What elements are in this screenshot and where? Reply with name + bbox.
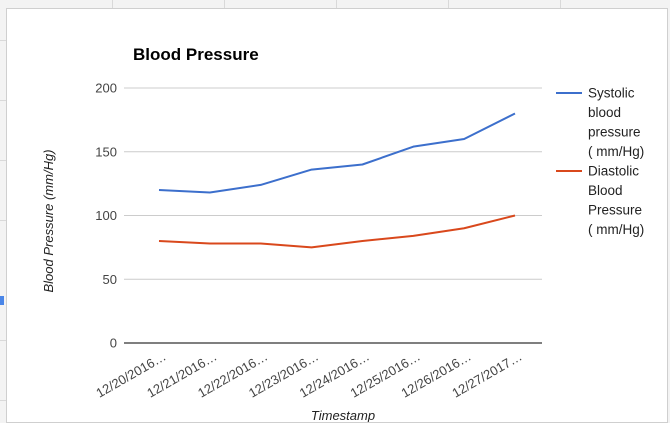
data-point[interactable] [259,242,263,246]
data-point[interactable] [310,245,314,249]
data-point[interactable] [157,239,161,243]
y-tick-label: 200 [95,81,117,96]
sheet-column-divider [336,0,337,8]
sheet-row-divider [0,100,6,101]
sheet-column-divider [560,0,561,8]
line-chart: Blood Pressure 0 50 100 150 200 12/20/2016…1… [41,45,644,422]
data-point[interactable] [462,137,466,141]
legend: Systolic blood pressure( mm/Hg)Diastolic Bl… [556,86,644,238]
data-point[interactable] [157,188,161,192]
sheet-column-divider [448,0,449,8]
legend-entry-0: Systolic blood pressure( mm/Hg) [588,86,644,160]
series-line-0[interactable] [158,112,516,194]
y-tick-label: 50 [103,272,117,287]
sheet-row-divider [0,160,6,161]
sheet-row-divider [0,340,6,341]
legend-entry-1: Diastolic Blood Pressure( mm/Hg) [588,164,644,238]
gridlines [124,87,542,344]
data-point[interactable] [208,191,212,195]
selection-handle[interactable] [0,296,4,305]
y-axis-ticks: 0 50 100 150 200 [95,81,117,351]
sheet-row-divider [0,220,6,221]
data-point[interactable] [360,239,364,243]
x-axis-title: Timestamp [311,408,375,422]
y-tick-label: 150 [95,144,117,159]
data-point[interactable] [360,163,364,167]
y-tick-label: 100 [95,208,117,223]
sheet-column-divider [224,0,225,8]
y-axis-title: Blood Pressure (mm/Hg) [41,149,56,292]
chart-container[interactable]: Blood Pressure 0 50 100 150 200 12/20/2016… 1… [6,8,668,423]
data-point[interactable] [310,168,314,172]
data-point[interactable] [411,145,415,149]
data-point[interactable] [462,226,466,230]
sheet-row-divider [0,400,6,401]
sheet-row-divider [0,40,6,41]
data-point[interactable] [259,183,263,187]
data-point[interactable] [513,214,517,218]
data-point[interactable] [513,112,517,116]
y-tick-label: 0 [110,336,117,351]
data-point[interactable] [208,242,212,246]
chart-title: Blood Pressure [133,45,259,64]
series-line-1[interactable] [158,214,516,249]
x-axis-ticks: 12/20/2016…12/21/2016…12/22/2016…12/23/2… [93,349,524,401]
data-point[interactable] [411,234,415,238]
sheet-column-divider [112,0,113,8]
series-lines [157,112,517,249]
